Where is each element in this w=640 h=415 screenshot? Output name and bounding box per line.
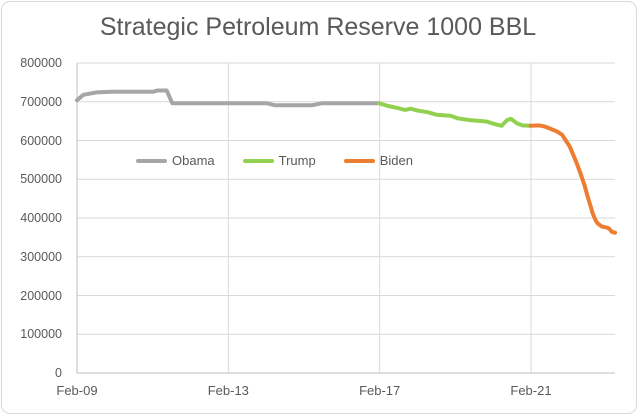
series-line-obama	[75, 88, 382, 108]
y-tick-500000: 500000	[20, 172, 62, 187]
y-tick-400000: 400000	[20, 211, 62, 225]
x-tick-Feb-13: Feb-13	[207, 383, 249, 398]
y-tick-700000: 700000	[20, 94, 62, 109]
legend-swatch-biden	[343, 158, 375, 163]
legend-label-biden: Biden	[379, 153, 413, 168]
x-tick-Feb-09: Feb-09	[56, 383, 98, 398]
series-line-biden	[528, 123, 617, 235]
legend-item-obama: Obama	[136, 153, 215, 168]
y-tick-300000: 300000	[20, 249, 62, 264]
legend-label-trump: Trump	[278, 153, 316, 168]
x-tick-Feb-17: Feb-17	[359, 383, 401, 398]
x-tick-Feb-21: Feb-21	[510, 383, 552, 398]
legend-item-trump: Trump	[242, 153, 316, 168]
legend-swatch-obama	[136, 158, 167, 163]
y-tick-200000: 200000	[20, 288, 62, 303]
chart-title: Strategic Petroleum Reserve 1000 BBL	[99, 13, 537, 41]
series-line-trump	[377, 101, 533, 128]
legend: Obama Trump Biden	[136, 153, 413, 168]
y-tick-800000: 800000	[20, 56, 62, 70]
y-tick-100000: 100000	[20, 327, 62, 342]
legend-swatch-trump	[242, 158, 274, 163]
y-tick-600000: 600000	[20, 133, 62, 148]
y-tick-0: 0	[55, 366, 62, 380]
legend-label-obama: Obama	[172, 153, 215, 168]
legend-item-biden: Biden	[343, 153, 413, 168]
